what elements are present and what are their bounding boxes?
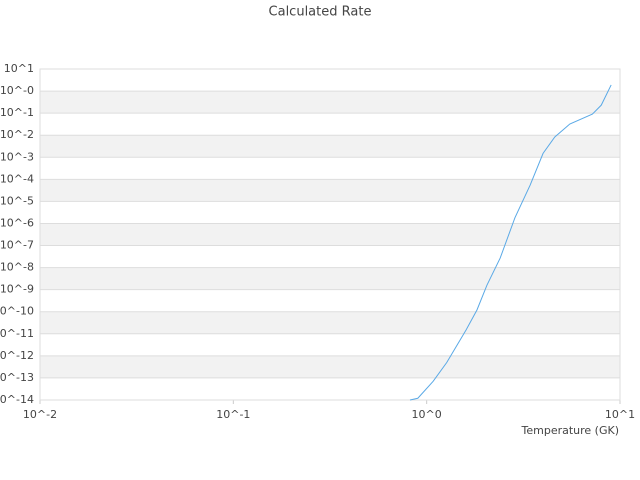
- x-axis-label: Temperature (GK): [521, 424, 620, 437]
- y-tick-label: 10^-9: [0, 283, 34, 296]
- line: [409, 84, 612, 401]
- y-tick-label: 10^-5: [0, 194, 34, 207]
- y-tick-label: 10^1: [4, 62, 34, 75]
- band: [40, 223, 620, 246]
- band: [40, 113, 620, 136]
- band: [40, 157, 620, 180]
- y-tick-label: 10^-13: [0, 371, 34, 384]
- band: [40, 377, 620, 400]
- band: [40, 135, 620, 158]
- y-tick-label: 10^-1: [0, 106, 34, 119]
- y-tick-label: 10^-6: [0, 216, 34, 229]
- y-tick-label: 10^-2: [0, 128, 34, 141]
- band: [40, 355, 620, 378]
- y-tick-label: 10^-12: [0, 349, 34, 362]
- y-tick-label: 10^-7: [0, 239, 34, 252]
- y-tick-label: 10^-3: [0, 150, 34, 163]
- x-tick-label: 10^-1: [216, 408, 250, 421]
- x-tick-label: 10^-2: [23, 408, 57, 421]
- band: [40, 179, 620, 202]
- band: [40, 289, 620, 312]
- plot-frame: [39, 68, 621, 401]
- x-tick-label: 10^1: [605, 408, 635, 421]
- y-tick-label: 10^-4: [0, 172, 34, 185]
- band: [40, 311, 620, 334]
- chart-title: Calculated Rate: [269, 5, 372, 20]
- band: [40, 267, 620, 290]
- band: [40, 91, 620, 114]
- y-tick-label: 10^-8: [0, 261, 34, 274]
- y-tick-label: 10^-14: [0, 393, 34, 406]
- y-tick-label: 10^-10: [0, 305, 34, 318]
- band: [40, 245, 620, 268]
- band: [40, 201, 620, 224]
- y-tick-label: 10^-11: [0, 327, 34, 340]
- y-tick-label: 10^-0: [0, 84, 34, 97]
- x-tick-label: 10^0: [412, 408, 442, 421]
- band: [40, 333, 620, 356]
- band: [40, 69, 620, 92]
